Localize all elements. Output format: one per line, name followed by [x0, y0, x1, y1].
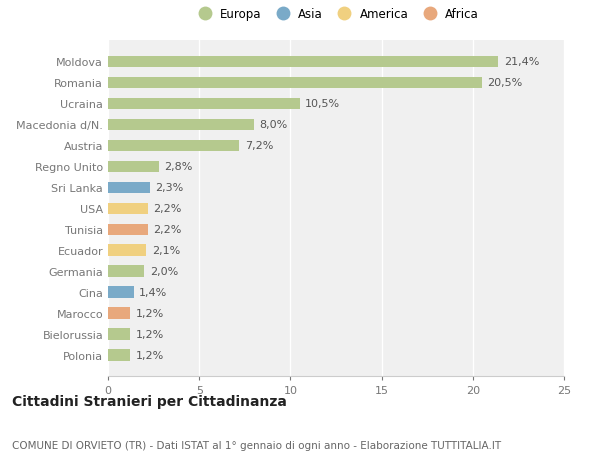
Bar	[108, 182, 150, 194]
Bar	[108, 203, 148, 215]
Text: 2,1%: 2,1%	[152, 246, 180, 256]
Text: 7,2%: 7,2%	[245, 141, 273, 151]
Text: 2,2%: 2,2%	[154, 204, 182, 214]
Text: 20,5%: 20,5%	[487, 78, 523, 88]
Text: 8,0%: 8,0%	[259, 120, 287, 130]
Text: Cittadini Stranieri per Cittadinanza: Cittadini Stranieri per Cittadinanza	[12, 395, 287, 409]
Bar	[108, 119, 254, 131]
Text: 1,4%: 1,4%	[139, 288, 167, 297]
Text: 2,0%: 2,0%	[150, 267, 178, 277]
Bar	[108, 98, 299, 110]
Text: 2,8%: 2,8%	[164, 162, 193, 172]
Bar	[108, 350, 130, 361]
Text: 1,2%: 1,2%	[136, 330, 164, 340]
Text: 21,4%: 21,4%	[504, 57, 539, 67]
Bar	[108, 266, 145, 277]
Text: 10,5%: 10,5%	[305, 99, 340, 109]
Bar	[108, 329, 130, 340]
Text: 2,3%: 2,3%	[155, 183, 184, 193]
Text: 1,2%: 1,2%	[136, 350, 164, 360]
Text: COMUNE DI ORVIETO (TR) - Dati ISTAT al 1° gennaio di ogni anno - Elaborazione TU: COMUNE DI ORVIETO (TR) - Dati ISTAT al 1…	[12, 440, 501, 450]
Bar	[108, 224, 148, 235]
Bar	[108, 245, 146, 257]
Bar	[108, 161, 159, 173]
Text: 2,2%: 2,2%	[154, 225, 182, 235]
Bar	[108, 308, 130, 319]
Legend: Europa, Asia, America, Africa: Europa, Asia, America, Africa	[188, 4, 484, 26]
Text: 1,2%: 1,2%	[136, 308, 164, 319]
Bar	[108, 287, 134, 298]
Bar	[108, 78, 482, 89]
Bar	[108, 56, 499, 68]
Bar	[108, 140, 239, 152]
